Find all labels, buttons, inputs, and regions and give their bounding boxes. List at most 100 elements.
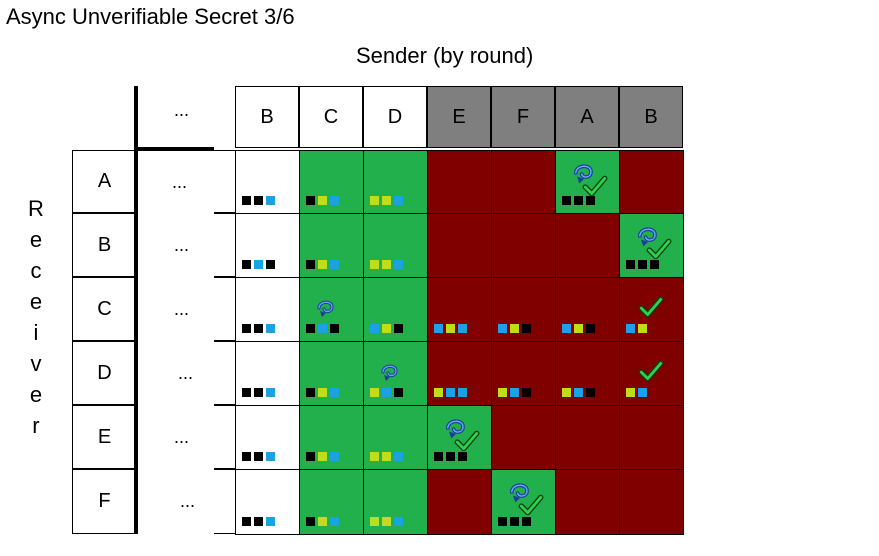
receiver-row-label: A (72, 150, 136, 213)
check-icon (518, 492, 544, 523)
share-square (306, 388, 315, 397)
message-cell (427, 469, 492, 535)
share-square (510, 517, 519, 526)
message-cell (363, 150, 428, 214)
resend-arrow-icon (506, 478, 534, 511)
message-cell (555, 150, 620, 214)
message-cell (555, 405, 620, 470)
spacer-cell (214, 405, 236, 469)
message-cell (235, 341, 300, 406)
share-square (242, 196, 251, 205)
share-square (382, 517, 391, 526)
share-square (382, 260, 391, 269)
message-cell (299, 469, 364, 535)
message-cell (427, 150, 492, 214)
share-square (394, 388, 403, 397)
spacer-cell (214, 341, 236, 405)
share-square (562, 388, 571, 397)
share-square (498, 388, 507, 397)
share-square (370, 388, 379, 397)
receiver-row-label: E (72, 405, 136, 469)
share-square (382, 388, 391, 397)
share-square (446, 388, 455, 397)
message-cell (363, 341, 428, 406)
share-square (586, 324, 595, 333)
message-cell (363, 277, 428, 342)
share-square (446, 324, 455, 333)
share-square (266, 452, 275, 461)
resend-arrow-icon (442, 414, 470, 447)
share-square (330, 260, 339, 269)
row-ellipsis: ... (174, 427, 190, 447)
share-square (638, 260, 647, 269)
header-ellipsis: ... (174, 100, 190, 120)
message-cell (491, 213, 556, 278)
share-square (586, 388, 595, 397)
message-cell (619, 341, 684, 406)
sender-column-header: F (491, 86, 555, 148)
share-square (574, 388, 583, 397)
message-cell (619, 469, 684, 535)
message-cell (619, 213, 684, 278)
share-square (498, 517, 507, 526)
sender-column-header: B (619, 86, 683, 148)
share-square (266, 324, 275, 333)
message-cell (299, 213, 364, 278)
share-square (318, 388, 327, 397)
share-square (434, 388, 443, 397)
receiver-label-letter: r (32, 413, 40, 438)
row-ellipsis: ... (172, 172, 188, 192)
spacer-cell (214, 150, 236, 213)
share-square (574, 324, 583, 333)
share-square (522, 324, 531, 333)
message-cell (427, 405, 492, 470)
check-icon (638, 358, 664, 389)
share-square (306, 196, 315, 205)
sender-column-header: A (555, 86, 619, 148)
spacer-cell (214, 213, 236, 277)
share-square (394, 196, 403, 205)
receiver-label-letter: e (29, 227, 43, 252)
row-ellipsis: ... (180, 491, 196, 511)
share-square (434, 452, 443, 461)
share-square (254, 452, 263, 461)
message-cell (427, 277, 492, 342)
share-square (266, 260, 275, 269)
share-square (318, 517, 327, 526)
message-cell (299, 277, 364, 342)
share-square (638, 324, 647, 333)
check-icon (638, 294, 664, 325)
share-square (306, 517, 315, 526)
sender-column-header: D (363, 86, 427, 148)
diagram-title: Async Unverifiable Secret 3/6 (6, 4, 295, 29)
message-cell (491, 405, 556, 470)
resend-arrow-icon (570, 159, 598, 192)
resend-arrow-icon (634, 222, 662, 255)
receiver-label-letter: c (30, 258, 42, 283)
share-square (318, 324, 327, 333)
share-square (382, 324, 391, 333)
resend-arrow-icon (378, 360, 402, 389)
share-square (330, 517, 339, 526)
message-cell (619, 150, 684, 214)
share-square (318, 452, 327, 461)
message-cell (427, 213, 492, 278)
share-square (382, 196, 391, 205)
message-cell (235, 469, 300, 535)
share-square (254, 260, 263, 269)
receiver-row-label: B (72, 213, 136, 277)
header-divider (134, 147, 214, 151)
message-cell (491, 150, 556, 214)
share-square (394, 324, 403, 333)
spacer-cell (214, 469, 236, 534)
message-cell (491, 469, 556, 535)
message-cell (235, 405, 300, 470)
message-cell (363, 469, 428, 535)
share-square (638, 388, 647, 397)
share-square (562, 196, 571, 205)
receiver-label-letter: R (28, 196, 44, 221)
message-cell (491, 341, 556, 406)
share-square (242, 452, 251, 461)
share-square (510, 324, 519, 333)
